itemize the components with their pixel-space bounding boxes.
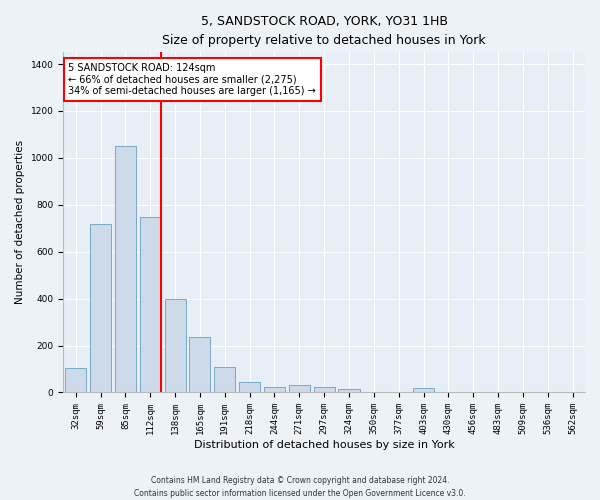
Text: 5 SANDSTOCK ROAD: 124sqm
← 66% of detached houses are smaller (2,275)
34% of sem: 5 SANDSTOCK ROAD: 124sqm ← 66% of detach…	[68, 62, 316, 96]
Bar	[314, 386, 335, 392]
Bar	[164, 298, 185, 392]
Bar	[289, 386, 310, 392]
Bar	[65, 368, 86, 392]
Bar	[264, 386, 285, 392]
Y-axis label: Number of detached properties: Number of detached properties	[15, 140, 25, 304]
Bar	[140, 216, 161, 392]
Bar	[239, 382, 260, 392]
X-axis label: Distribution of detached houses by size in York: Distribution of detached houses by size …	[194, 440, 455, 450]
Bar	[214, 366, 235, 392]
Title: 5, SANDSTOCK ROAD, YORK, YO31 1HB
Size of property relative to detached houses i: 5, SANDSTOCK ROAD, YORK, YO31 1HB Size o…	[163, 15, 486, 47]
Bar	[90, 224, 111, 392]
Text: Contains HM Land Registry data © Crown copyright and database right 2024.
Contai: Contains HM Land Registry data © Crown c…	[134, 476, 466, 498]
Bar	[190, 338, 211, 392]
Bar	[413, 388, 434, 392]
Bar	[338, 389, 359, 392]
Bar	[115, 146, 136, 392]
